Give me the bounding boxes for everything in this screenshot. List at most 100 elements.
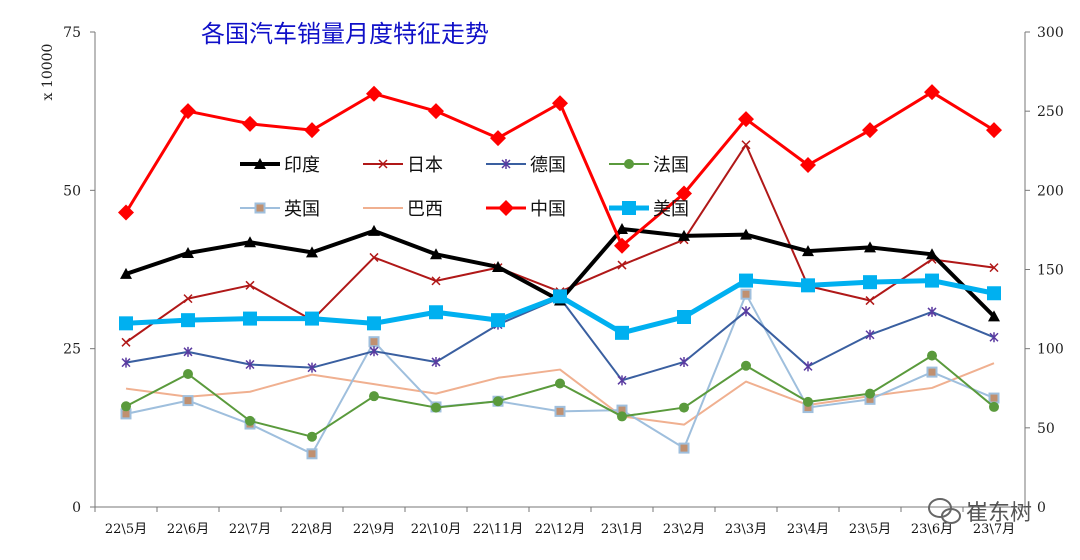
y-right-tick-label: 300 [1037, 25, 1064, 41]
y-left-tick-label: 75 [63, 25, 81, 41]
legend-label: 巴西 [407, 199, 443, 220]
series-line [125, 297, 995, 382]
data-point [120, 267, 132, 279]
data-point [988, 392, 1000, 404]
series-line [125, 362, 995, 426]
data-point [927, 350, 937, 361]
x-tick-label: 22\12月 [535, 522, 585, 537]
data-point [369, 346, 379, 357]
data-point [924, 84, 940, 101]
data-point [430, 248, 442, 260]
watermark: 崔东树 [928, 498, 1032, 526]
y-right-tick-label: 0 [1037, 500, 1046, 516]
x-tick-label: 22\7月 [229, 522, 271, 537]
data-point [428, 103, 444, 120]
data-point [616, 222, 628, 234]
data-point [118, 204, 134, 221]
legend-swatch-marker [254, 202, 266, 214]
data-point [492, 260, 504, 272]
legend-item: 印度 [240, 155, 320, 176]
data-point [245, 280, 255, 290]
legend-label: 中国 [530, 199, 566, 220]
data-point [740, 228, 752, 240]
data-point [431, 356, 441, 367]
data-point [803, 396, 813, 407]
data-point [555, 378, 565, 389]
data-point [491, 313, 505, 328]
data-point [617, 260, 627, 270]
data-point [121, 357, 131, 368]
y-right-tick-label: 100 [1037, 342, 1064, 358]
data-point [802, 245, 814, 257]
series-巴西 [125, 362, 995, 426]
legend-item: 英国 [240, 199, 320, 220]
data-point [989, 263, 999, 273]
x-tick-label: 22\5月 [105, 522, 147, 537]
data-point [304, 122, 320, 139]
x-tick-label: 22\6月 [167, 522, 209, 537]
y-axis-unit-label: x 10000 [40, 44, 56, 101]
series-美国 [119, 273, 1001, 340]
data-point [245, 359, 255, 370]
legend-swatch-marker [622, 201, 636, 215]
legend-label: 印度 [284, 155, 320, 176]
data-point [864, 241, 876, 253]
data-point [306, 246, 318, 258]
data-point [307, 362, 317, 373]
data-point [242, 115, 258, 132]
series-法国 [121, 350, 999, 442]
legend-item: 日本 [363, 155, 443, 176]
data-point [431, 402, 441, 413]
data-point [367, 316, 381, 331]
data-point [865, 388, 875, 399]
data-point [986, 122, 1002, 139]
x-tick-label: 22\9月 [353, 522, 395, 537]
x-tick-label: 23\4月 [787, 522, 829, 537]
data-point [369, 391, 379, 402]
data-point [989, 332, 999, 343]
data-point [305, 311, 319, 326]
data-point [121, 337, 131, 347]
data-point [800, 157, 816, 173]
watermark-text: 崔东树 [966, 501, 1032, 526]
y-left-tick-label: 0 [72, 500, 81, 516]
y-right-tick-label: 250 [1037, 104, 1064, 120]
y-right-tick-label: 150 [1037, 263, 1064, 279]
data-point [617, 411, 627, 422]
data-point [801, 278, 815, 293]
chart-title: 各国汽车销量月度特征走势 [201, 20, 489, 48]
data-point [245, 415, 255, 426]
data-point [183, 346, 193, 357]
data-point [926, 248, 938, 260]
data-point [678, 442, 690, 454]
y-left-tick-label: 25 [63, 342, 81, 358]
data-point [554, 405, 566, 417]
x-tick-label: 23\6月 [911, 522, 953, 537]
legend-swatch-marker [501, 159, 511, 169]
legend-item: 美国 [609, 199, 689, 220]
data-point [927, 306, 937, 317]
legend-item: 中国 [486, 199, 566, 220]
data-point [306, 448, 318, 460]
data-point [181, 313, 195, 328]
legend-swatch-marker [624, 159, 634, 169]
data-point [493, 396, 503, 407]
y-left-tick-label: 50 [63, 183, 81, 199]
data-point [803, 361, 813, 372]
data-point [369, 252, 379, 262]
series-layer [118, 84, 1002, 460]
x-tick-label: 23\5月 [849, 522, 891, 537]
legend-item: 法国 [609, 155, 689, 176]
data-point [183, 294, 193, 304]
data-point [614, 237, 630, 254]
data-point [678, 229, 690, 241]
series-印度 [120, 222, 1000, 322]
legend-label: 德国 [530, 155, 566, 176]
data-point [552, 95, 568, 112]
y-right-tick-label: 200 [1037, 183, 1064, 199]
data-point [180, 103, 196, 120]
data-point [988, 310, 1000, 322]
data-point [865, 296, 875, 306]
data-point [243, 311, 257, 326]
